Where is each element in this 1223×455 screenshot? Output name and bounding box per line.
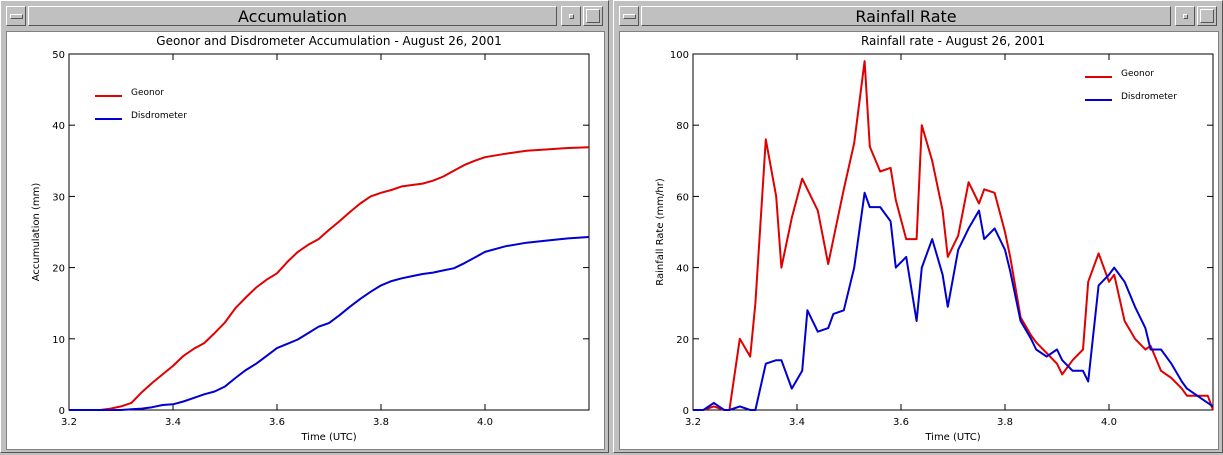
x-axis-label: Time (UTC): [300, 432, 356, 443]
x-tick-label: 4.0: [477, 417, 493, 428]
y-tick-label: 100: [670, 50, 689, 61]
chart-canvas: Geonor and Disdrometer Accumulation - Au…: [6, 31, 605, 450]
legend-label: Geonor: [131, 88, 164, 98]
plot-frame: [68, 53, 590, 411]
maximize-button[interactable]: [1197, 6, 1217, 26]
x-tick-label: 4.0: [1101, 417, 1117, 428]
chart-title: Geonor and Disdrometer Accumulation - Au…: [156, 34, 501, 48]
y-axis-label: Rainfall Rate (mm/hr): [655, 178, 666, 286]
series-line-disdrometer: [69, 236, 590, 411]
window-titlebar[interactable]: Rainfall Rate: [617, 4, 1219, 30]
x-tick-label: 3.2: [685, 417, 701, 428]
window-menu-button[interactable]: [6, 6, 26, 26]
accumulation-chart: Geonor and Disdrometer Accumulation - Au…: [31, 34, 590, 443]
y-axis-label: Accumulation (mm): [31, 183, 42, 282]
minimize-button[interactable]: [561, 6, 581, 26]
series-line-disdrometer: [693, 191, 1214, 411]
window-title: Rainfall Rate: [641, 6, 1171, 26]
y-tick-label: 50: [52, 50, 65, 61]
window-titlebar[interactable]: Accumulation: [4, 4, 605, 30]
x-tick-label: 3.4: [789, 417, 805, 428]
x-tick-label: 3.8: [373, 417, 389, 428]
chart-title: Rainfall rate - August 26, 2001: [861, 34, 1045, 48]
rainfall-rate-window: Rainfall Rate Rainfall rate - August 26,…: [613, 0, 1223, 453]
y-tick-label: 10: [52, 335, 65, 346]
legend-label: Disdrometer: [131, 111, 187, 121]
minimize-button[interactable]: [1175, 6, 1195, 26]
y-tick-label: 30: [52, 192, 65, 203]
y-tick-label: 0: [59, 406, 65, 417]
x-tick-label: 3.2: [61, 417, 77, 428]
y-tick-label: 60: [676, 192, 689, 203]
x-tick-label: 3.6: [269, 417, 285, 428]
y-tick-label: 20: [52, 264, 65, 275]
x-tick-label: 3.8: [997, 417, 1013, 428]
y-tick-label: 80: [676, 121, 689, 132]
x-tick-label: 3.4: [165, 417, 181, 428]
legend-label: Geonor: [1121, 69, 1154, 79]
y-tick-label: 0: [683, 406, 689, 417]
legend-label: Disdrometer: [1121, 92, 1177, 102]
x-tick-label: 3.6: [893, 417, 909, 428]
plot-frame: [692, 53, 1214, 411]
rainfall-rate-chart: Rainfall rate - August 26, 2001 3.2 3.4 3.6…: [655, 34, 1214, 443]
x-axis-label: Time (UTC): [924, 432, 980, 443]
chart-canvas: Rainfall rate - August 26, 2001 3.2 3.4 3.6…: [619, 31, 1219, 450]
window-title: Accumulation: [28, 6, 557, 26]
maximize-button[interactable]: [583, 6, 603, 26]
series-line-geonor: [693, 60, 1214, 411]
y-tick-label: 40: [52, 121, 65, 132]
window-menu-button[interactable]: [619, 6, 639, 26]
y-tick-label: 40: [676, 264, 689, 275]
series-line-geonor: [69, 146, 590, 411]
accumulation-window: Accumulation Geonor and Disdrometer Accu…: [0, 0, 609, 453]
y-tick-label: 20: [676, 335, 689, 346]
